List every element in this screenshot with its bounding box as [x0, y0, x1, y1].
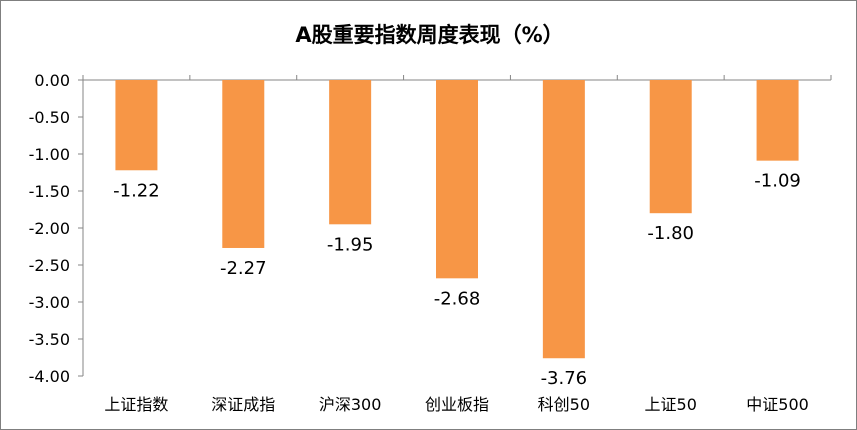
- data-label: -1.80: [647, 223, 694, 244]
- x-tick-label: 沪深300: [319, 395, 382, 414]
- chart-title: A股重要指数周度表现（%）: [295, 23, 564, 47]
- y-tick-label: -2.00: [29, 219, 70, 238]
- y-tick-label: -3.50: [29, 330, 70, 349]
- y-tick-label: -1.50: [29, 182, 70, 201]
- y-tick-label: -1.00: [29, 145, 70, 164]
- x-tick-label: 深证成指: [211, 395, 275, 414]
- y-tick-label: -0.50: [29, 108, 70, 127]
- bar: [436, 80, 478, 279]
- data-label: -2.68: [434, 288, 481, 309]
- data-label: -1.95: [327, 234, 374, 255]
- x-tick-label: 上证指数: [104, 395, 168, 414]
- data-label: -2.27: [220, 258, 267, 279]
- y-tick-label: -2.50: [29, 256, 70, 275]
- data-label: -1.09: [754, 171, 801, 192]
- bar: [649, 80, 692, 214]
- bar: [222, 80, 265, 248]
- y-tick-label: 0.00: [34, 71, 70, 90]
- bar: [115, 80, 158, 171]
- x-tick-label: 科创50: [538, 395, 590, 414]
- data-label: -1.22: [113, 180, 160, 201]
- x-tick-label: 中证500: [746, 395, 809, 414]
- bar: [542, 80, 585, 359]
- bar: [756, 80, 799, 161]
- bar: [329, 80, 372, 225]
- y-tick-label: -3.00: [29, 293, 70, 312]
- x-tick-label: 创业板指: [425, 395, 489, 414]
- data-label: -3.76: [541, 368, 588, 389]
- y-tick-label: -4.00: [29, 367, 70, 386]
- x-tick-label: 上证50: [645, 395, 697, 414]
